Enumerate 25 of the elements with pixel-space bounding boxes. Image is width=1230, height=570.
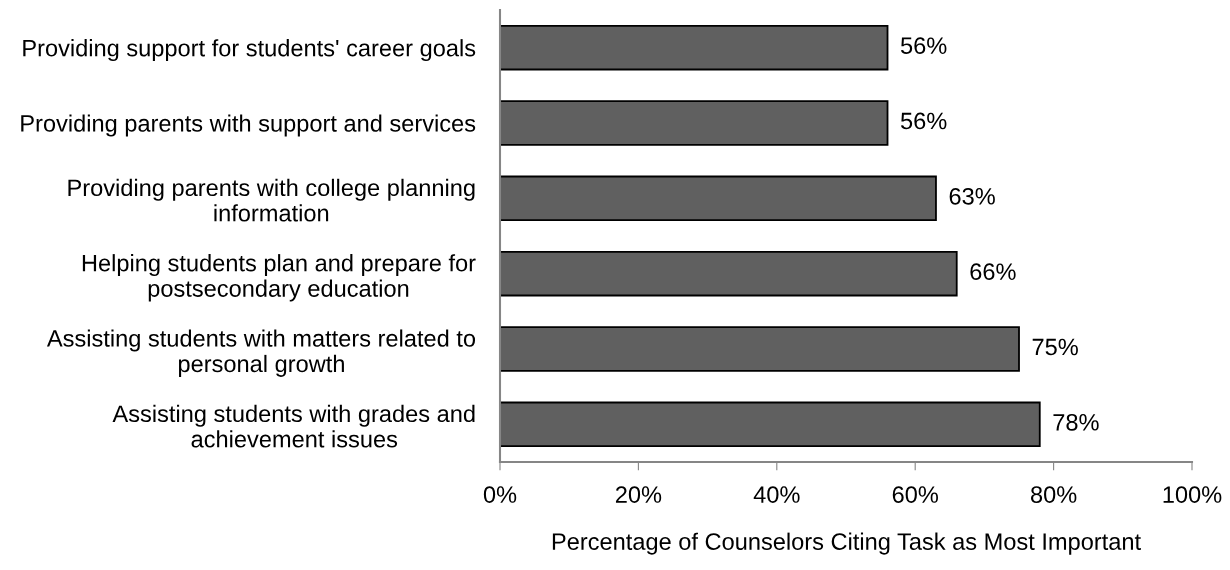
y-tick-label: Helping students plan and prepare for postsecondary education — [82, 254, 476, 302]
data-label: 63% — [949, 187, 995, 205]
x-tick-label: 0% — [483, 486, 517, 503]
x-tick-label: 20% — [615, 486, 662, 503]
x-tick-label: 80% — [1031, 486, 1077, 503]
y-tick-label: Providing parents with support and services — [21, 114, 476, 137]
y-tick-label: Providing support for students' career goals — [23, 39, 476, 62]
y-tick-label: Assisting students with matters related to personal growth — [46, 329, 476, 377]
x-tick-label: 60% — [892, 486, 938, 503]
x-tick-label: 100% — [1163, 486, 1222, 503]
bar — [500, 250, 958, 297]
bar — [500, 401, 1041, 448]
data-label: 78% — [1053, 413, 1099, 431]
bar — [500, 175, 937, 222]
data-label: 66% — [970, 263, 1016, 280]
data-label: 56% — [900, 112, 947, 130]
data-label: 56% — [900, 37, 947, 54]
data-label: 75% — [1032, 338, 1078, 356]
y-tick-label: Providing parents with college planning information — [68, 178, 475, 222]
y-tick-label: Assisting students with grades and achievement issues — [112, 404, 475, 448]
x-axis-title: Percentage of Counselors Citing Task as Most Important — [552, 532, 1141, 555]
bar — [500, 24, 889, 71]
bar — [500, 326, 1020, 372]
x-tick-label: 40% — [753, 486, 800, 503]
bar — [500, 100, 889, 146]
